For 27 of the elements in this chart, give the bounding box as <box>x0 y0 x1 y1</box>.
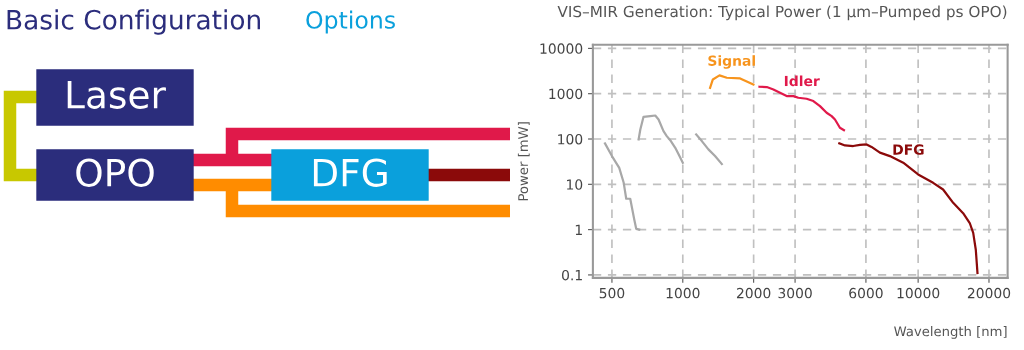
x-tick-label: 3000 <box>778 287 812 299</box>
y-tick-label: 1 <box>575 224 582 235</box>
chart-title: VIS–MIR Generation: Typical Power (1 µm–Pumped ps OPO) <box>557 5 1007 21</box>
series-label: Idler <box>784 75 820 87</box>
series-label: DFG <box>893 144 924 155</box>
x-tick-label: 10000 <box>897 287 940 299</box>
y-tick-label: 1000 <box>549 88 583 100</box>
x-tick-label: 20000 <box>967 287 1011 299</box>
x-tick-label: 2000 <box>736 287 771 299</box>
y-axis-title: Power [mW] <box>517 122 530 201</box>
x-tick-label: 6000 <box>849 287 883 299</box>
x-tick-label: 500 <box>599 287 625 299</box>
text: DFG <box>313 158 387 187</box>
x-tick-label: 1000 <box>666 287 700 299</box>
line-series <box>637 114 684 164</box>
text: Laser <box>67 81 166 109</box>
y-tick-label: 10 <box>567 179 583 190</box>
line-series <box>695 133 723 166</box>
y-tick-label: 100 <box>558 133 583 145</box>
y-tick-label: 0.1 <box>562 269 582 281</box>
line-series <box>603 142 641 231</box>
text: Options <box>306 10 395 34</box>
y-tick-label: 10000 <box>540 43 583 54</box>
text: OPO <box>76 158 154 187</box>
text: Basic Configuration <box>7 9 260 35</box>
x-axis-title: Wavelength [nm] <box>894 326 1007 339</box>
series-label: Signal <box>708 55 755 69</box>
